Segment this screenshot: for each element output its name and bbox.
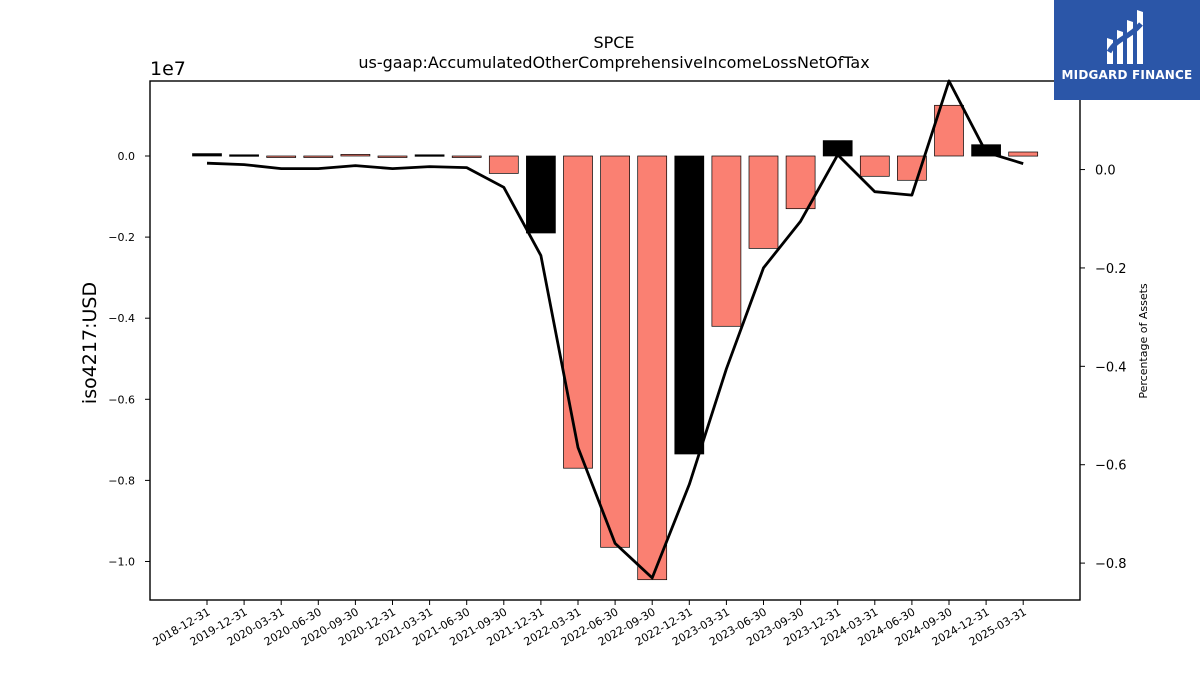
bar-2025-03-31 [1008,151,1039,157]
bar-2021-12-31 [526,155,556,234]
y-axis-label: iso4217:USD [79,282,101,404]
bar-2022-06-30 [600,155,630,548]
bar-2022-12-31 [674,155,705,455]
bar-2021-06-30 [451,155,482,158]
bar-2019-12-31 [229,154,259,157]
y2-tick-label: −0.2 [1095,262,1127,277]
bars-group [192,104,1039,581]
bar-2023-03-31 [711,155,742,327]
brand-name: MIDGARD FINANCE [1061,68,1193,82]
y2-tick-label: −0.8 [1095,557,1127,572]
bar-2020-12-31 [377,155,408,158]
y2-tick-label: 0.0 [1095,164,1116,179]
bar-2018-12-31 [192,153,222,157]
bar-2020-09-30 [340,154,371,157]
bar-2023-09-30 [785,155,816,210]
bar-2020-06-30 [303,155,334,158]
chart-subtitle: us-gaap:AccumulatedOtherComprehensiveInc… [358,53,869,72]
chart-title: SPCE [593,33,634,52]
y-tick-label: −0.4 [108,312,135,325]
line-group [206,79,1024,580]
y-tick-label: −1.0 [108,555,135,568]
brand-logo: MIDGARD FINANCE [1054,0,1200,100]
y-offset-label: 1e7 [150,58,186,80]
y2-axis-label: Percentage of Assets [1137,283,1150,399]
y-tick-label: −0.2 [108,231,135,244]
bar-2021-03-31 [414,154,445,157]
y-tick-label: 0.0 [118,150,136,163]
y-tick-label: −0.8 [108,474,135,487]
bar-2022-09-30 [637,155,668,581]
line-series-percentage-of-assets [206,79,1024,580]
y-tick-label: −0.6 [108,393,135,406]
midgard-logo-icon [1106,10,1143,64]
bar-2024-03-31 [859,155,890,177]
y2-tick-label: −0.4 [1095,360,1127,375]
bar-2023-06-30 [748,155,779,249]
bar-2022-03-31 [563,155,593,469]
y2-tick-label: −0.6 [1095,459,1127,474]
bar-2020-03-31 [266,155,297,158]
bar-2021-09-30 [488,155,519,174]
